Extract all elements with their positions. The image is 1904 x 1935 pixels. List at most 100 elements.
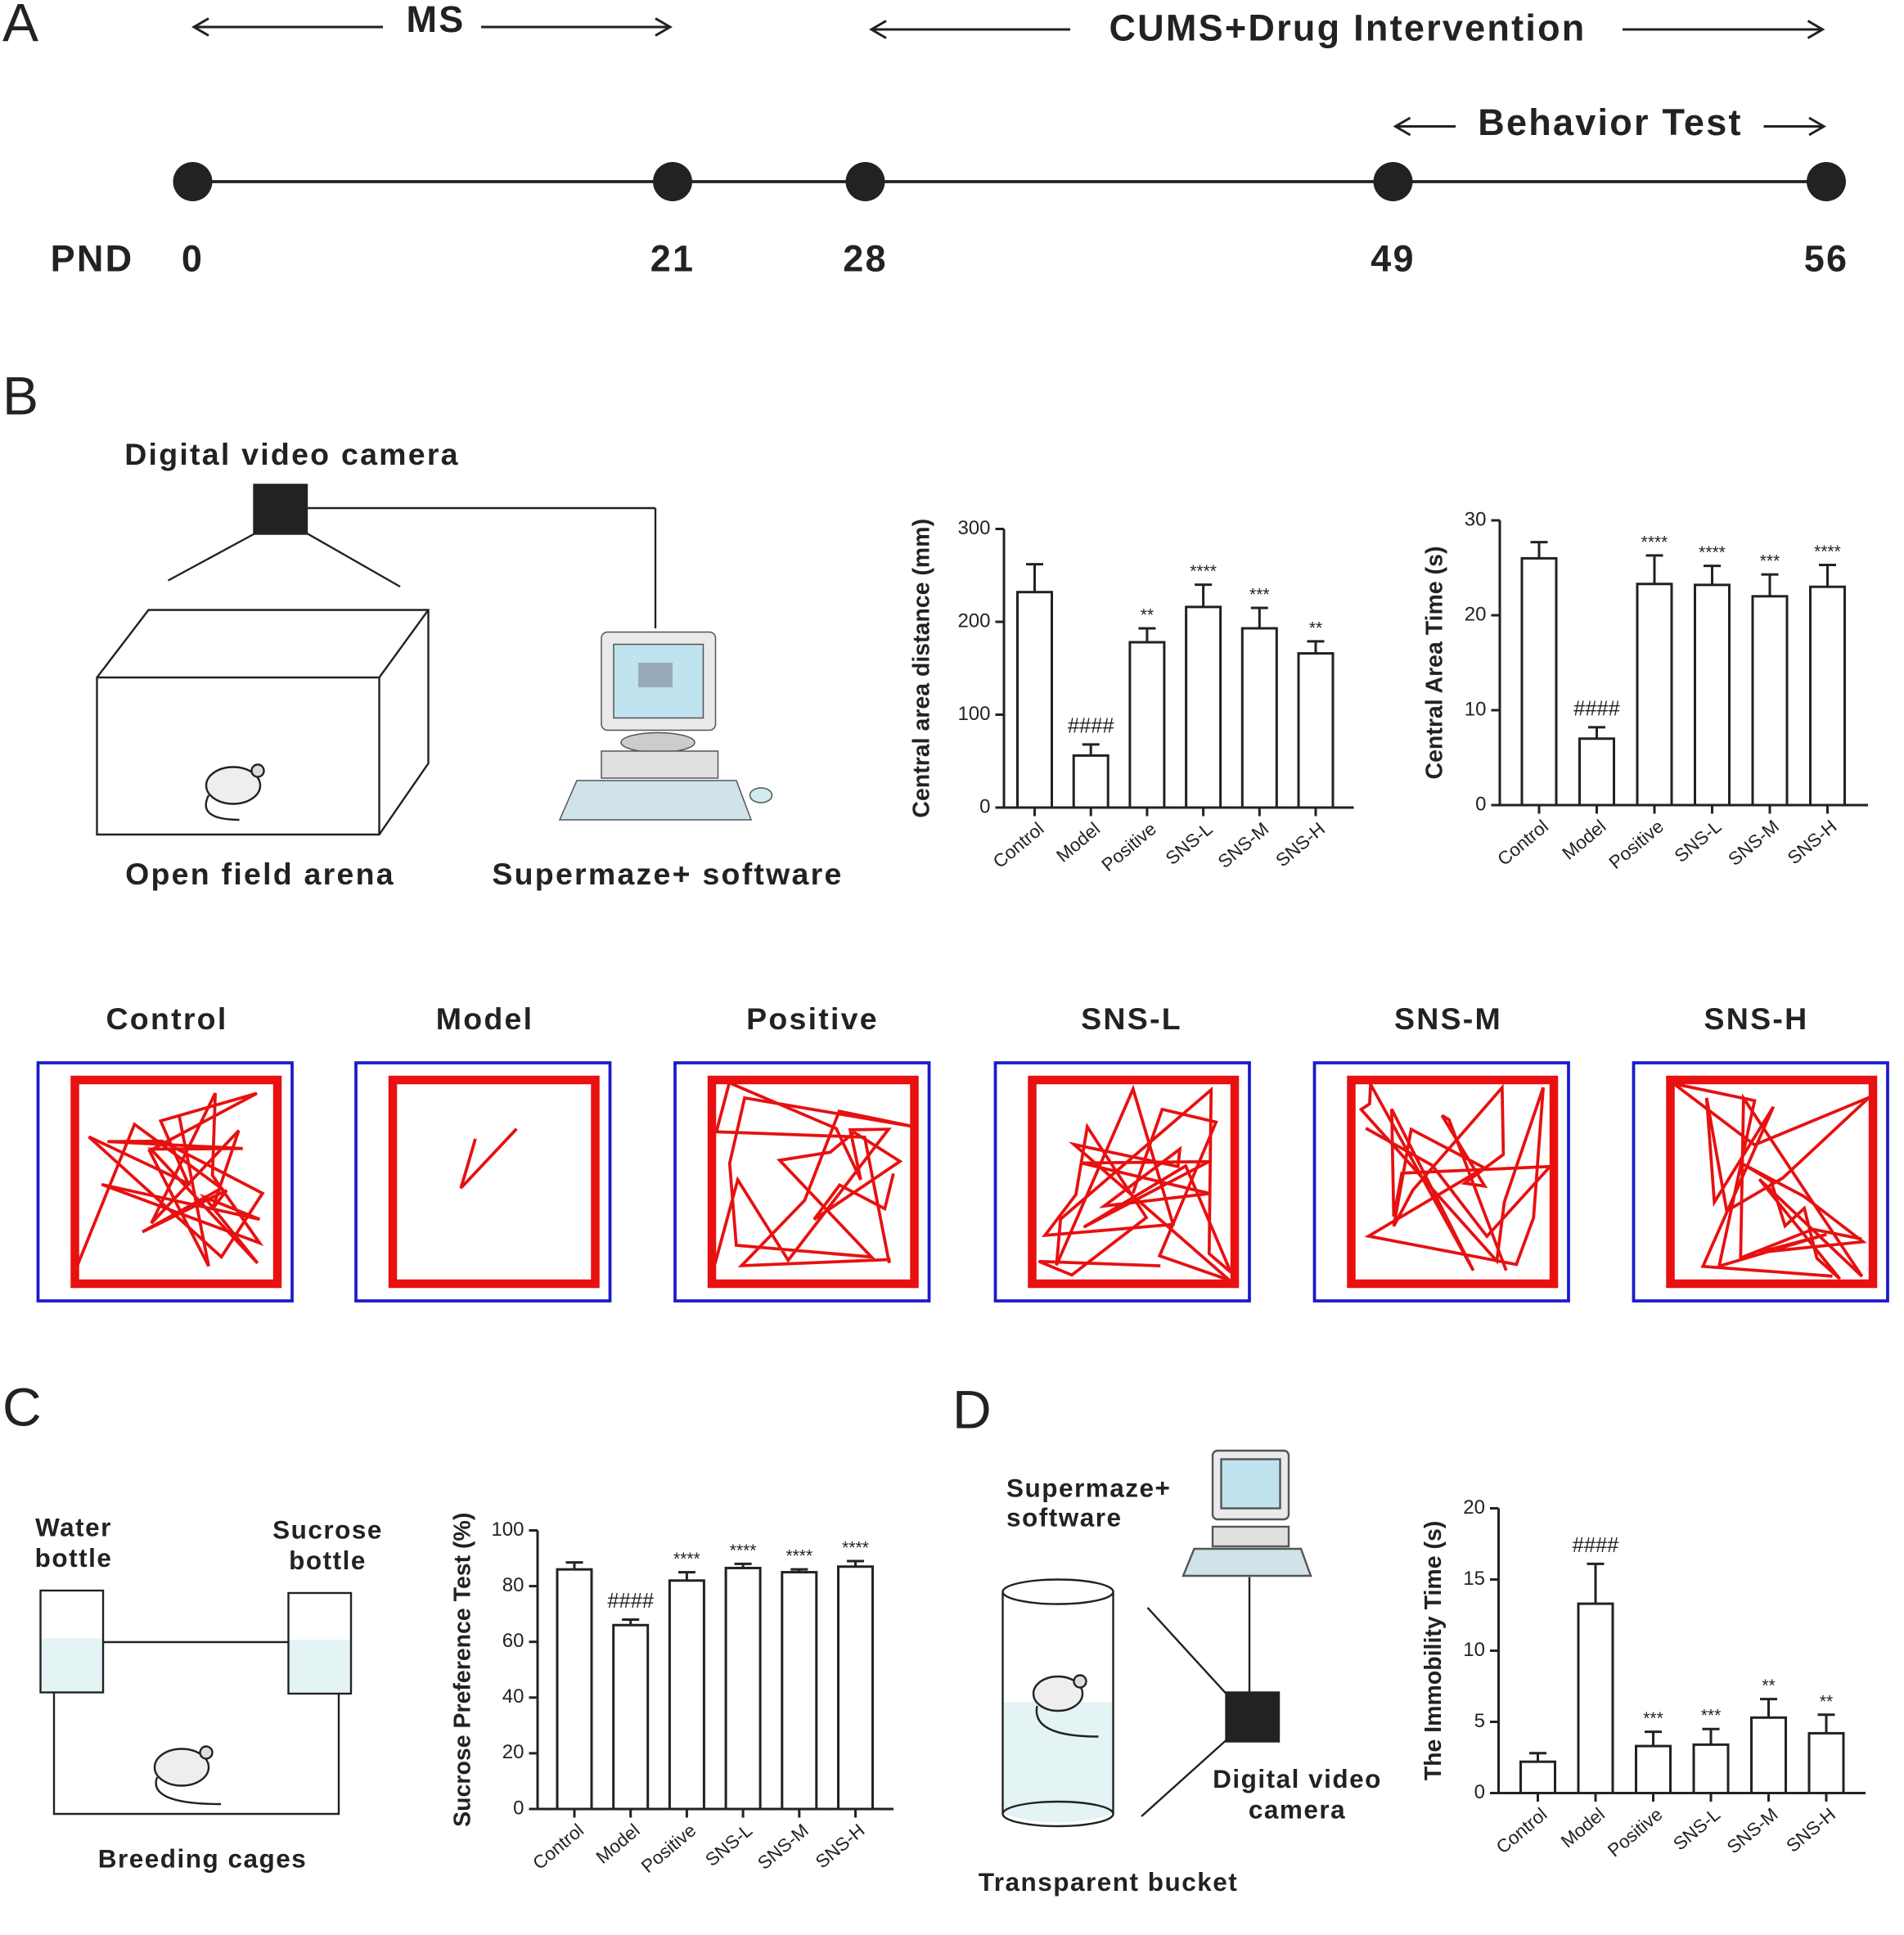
- track: [1672, 1082, 1870, 1280]
- annotation: ***: [1643, 1709, 1663, 1728]
- track-label: Model: [436, 1001, 534, 1036]
- bar: [1636, 583, 1673, 807]
- track-border: [1028, 1075, 1240, 1289]
- bar: [1577, 1602, 1614, 1794]
- label: Sucrose: [272, 1514, 383, 1544]
- x-tick-label: SNS-M: [1724, 816, 1783, 870]
- timeline-tick: 49: [1371, 237, 1416, 279]
- y-tick-label: 100: [491, 1519, 524, 1541]
- bar: [612, 1623, 650, 1811]
- timeline-tick: 56: [1804, 237, 1849, 279]
- bar: [724, 1566, 762, 1811]
- annotation: ****: [1814, 542, 1841, 561]
- y-tick-label: 30: [1465, 508, 1487, 530]
- panel-letter: A: [2, 0, 38, 52]
- bar: [1297, 652, 1335, 809]
- y-tick-label: 0: [1475, 793, 1486, 815]
- y-tick-label: 60: [502, 1630, 524, 1652]
- track-label: Control: [106, 1001, 228, 1036]
- arena-frame: [354, 1061, 612, 1303]
- annotation: ***: [1249, 586, 1270, 605]
- bar: [1750, 1716, 1788, 1794]
- track: [1358, 1078, 1554, 1271]
- annotation: **: [1309, 619, 1322, 637]
- bar: [1520, 556, 1558, 807]
- bar: [1519, 1760, 1557, 1794]
- annotation: ####: [607, 1590, 655, 1613]
- track-border: [70, 1075, 282, 1289]
- track-label: SNS-L: [1081, 1001, 1182, 1036]
- phase-label: CUMS+Drug Intervention: [1109, 7, 1586, 48]
- x-tick-label: SNS-L: [701, 1820, 756, 1870]
- annotation: ****: [1190, 562, 1217, 581]
- x-tick-label: SNS-H: [1784, 816, 1841, 868]
- x-tick-label: SNS-M: [1214, 818, 1273, 872]
- y-tick-label: 10: [1463, 1639, 1485, 1661]
- label: software: [1006, 1502, 1122, 1532]
- track-border: [1347, 1075, 1559, 1289]
- bar: [1692, 1743, 1730, 1794]
- y-tick-label: 0: [979, 795, 990, 817]
- timeline-label: PND: [51, 237, 134, 279]
- x-tick-label: Control: [529, 1820, 587, 1874]
- track: [713, 1080, 911, 1268]
- x-tick-label: Model: [592, 1820, 644, 1868]
- open-field-drawing: [96, 484, 657, 836]
- y-tick-label: 20: [502, 1741, 524, 1763]
- bucket-drawing: [1002, 1449, 1312, 1828]
- y-tick-label: 15: [1463, 1568, 1485, 1590]
- track-border: [707, 1075, 919, 1289]
- label: Open field arena: [125, 857, 395, 891]
- phase-label: MS: [407, 0, 466, 40]
- annotation: ****: [673, 1550, 700, 1568]
- arena-frame: [1632, 1061, 1889, 1303]
- annotation: ****: [842, 1538, 869, 1557]
- y-axis-label: Central Area Time (s): [1422, 547, 1448, 780]
- computer-icon: [558, 631, 773, 821]
- y-tick-label: 40: [502, 1685, 524, 1708]
- y-tick-label: 20: [1463, 1496, 1485, 1519]
- track: [75, 1091, 265, 1267]
- timeline-tick: 0: [182, 237, 204, 279]
- x-tick-label: Control: [1492, 1804, 1551, 1858]
- annotation: **: [1762, 1676, 1775, 1695]
- panel-letter: C: [2, 1376, 42, 1437]
- track: [1038, 1084, 1232, 1282]
- timeline-dot: [845, 161, 885, 201]
- x-tick-label: Model: [1052, 818, 1104, 866]
- timeline-dot: [173, 161, 213, 201]
- label: Transparent bucket: [979, 1867, 1238, 1897]
- bar: [668, 1579, 705, 1811]
- phase-label: Behavior Test: [1478, 101, 1742, 143]
- x-tick-label: SNS-L: [1162, 818, 1217, 869]
- arena-frame: [1312, 1061, 1570, 1303]
- x-tick-label: Positive: [1098, 818, 1160, 875]
- annotation: ####: [1573, 698, 1621, 721]
- label: Supermaze+: [1006, 1473, 1171, 1502]
- annotation: ***: [1701, 1707, 1722, 1726]
- arena-frame: [36, 1061, 294, 1303]
- x-tick-label: SNS-L: [1669, 1804, 1724, 1855]
- x-tick-label: SNS-L: [1671, 816, 1726, 866]
- bar: [1072, 754, 1110, 809]
- label: Supermaze+ software: [492, 857, 843, 891]
- x-tick-label: SNS-H: [1272, 818, 1329, 871]
- y-tick-label: 100: [957, 703, 990, 725]
- cage-drawing: [39, 1589, 353, 1816]
- track: [459, 1127, 518, 1190]
- annotation: ****: [1641, 533, 1668, 551]
- bar: [1185, 605, 1222, 809]
- y-axis-label: Sucrose Preference Test (%): [450, 1513, 476, 1827]
- bar: [556, 1568, 593, 1811]
- bar: [1240, 627, 1278, 809]
- timeline-tick: 21: [650, 237, 695, 279]
- bar: [1751, 595, 1789, 807]
- bar: [1807, 1731, 1845, 1794]
- bar: [1635, 1744, 1672, 1794]
- panel-letter: D: [952, 1379, 992, 1439]
- y-axis-label: Central area distance (mm): [909, 519, 935, 818]
- timeline-tick: 28: [843, 237, 888, 279]
- annotation: ****: [785, 1547, 812, 1566]
